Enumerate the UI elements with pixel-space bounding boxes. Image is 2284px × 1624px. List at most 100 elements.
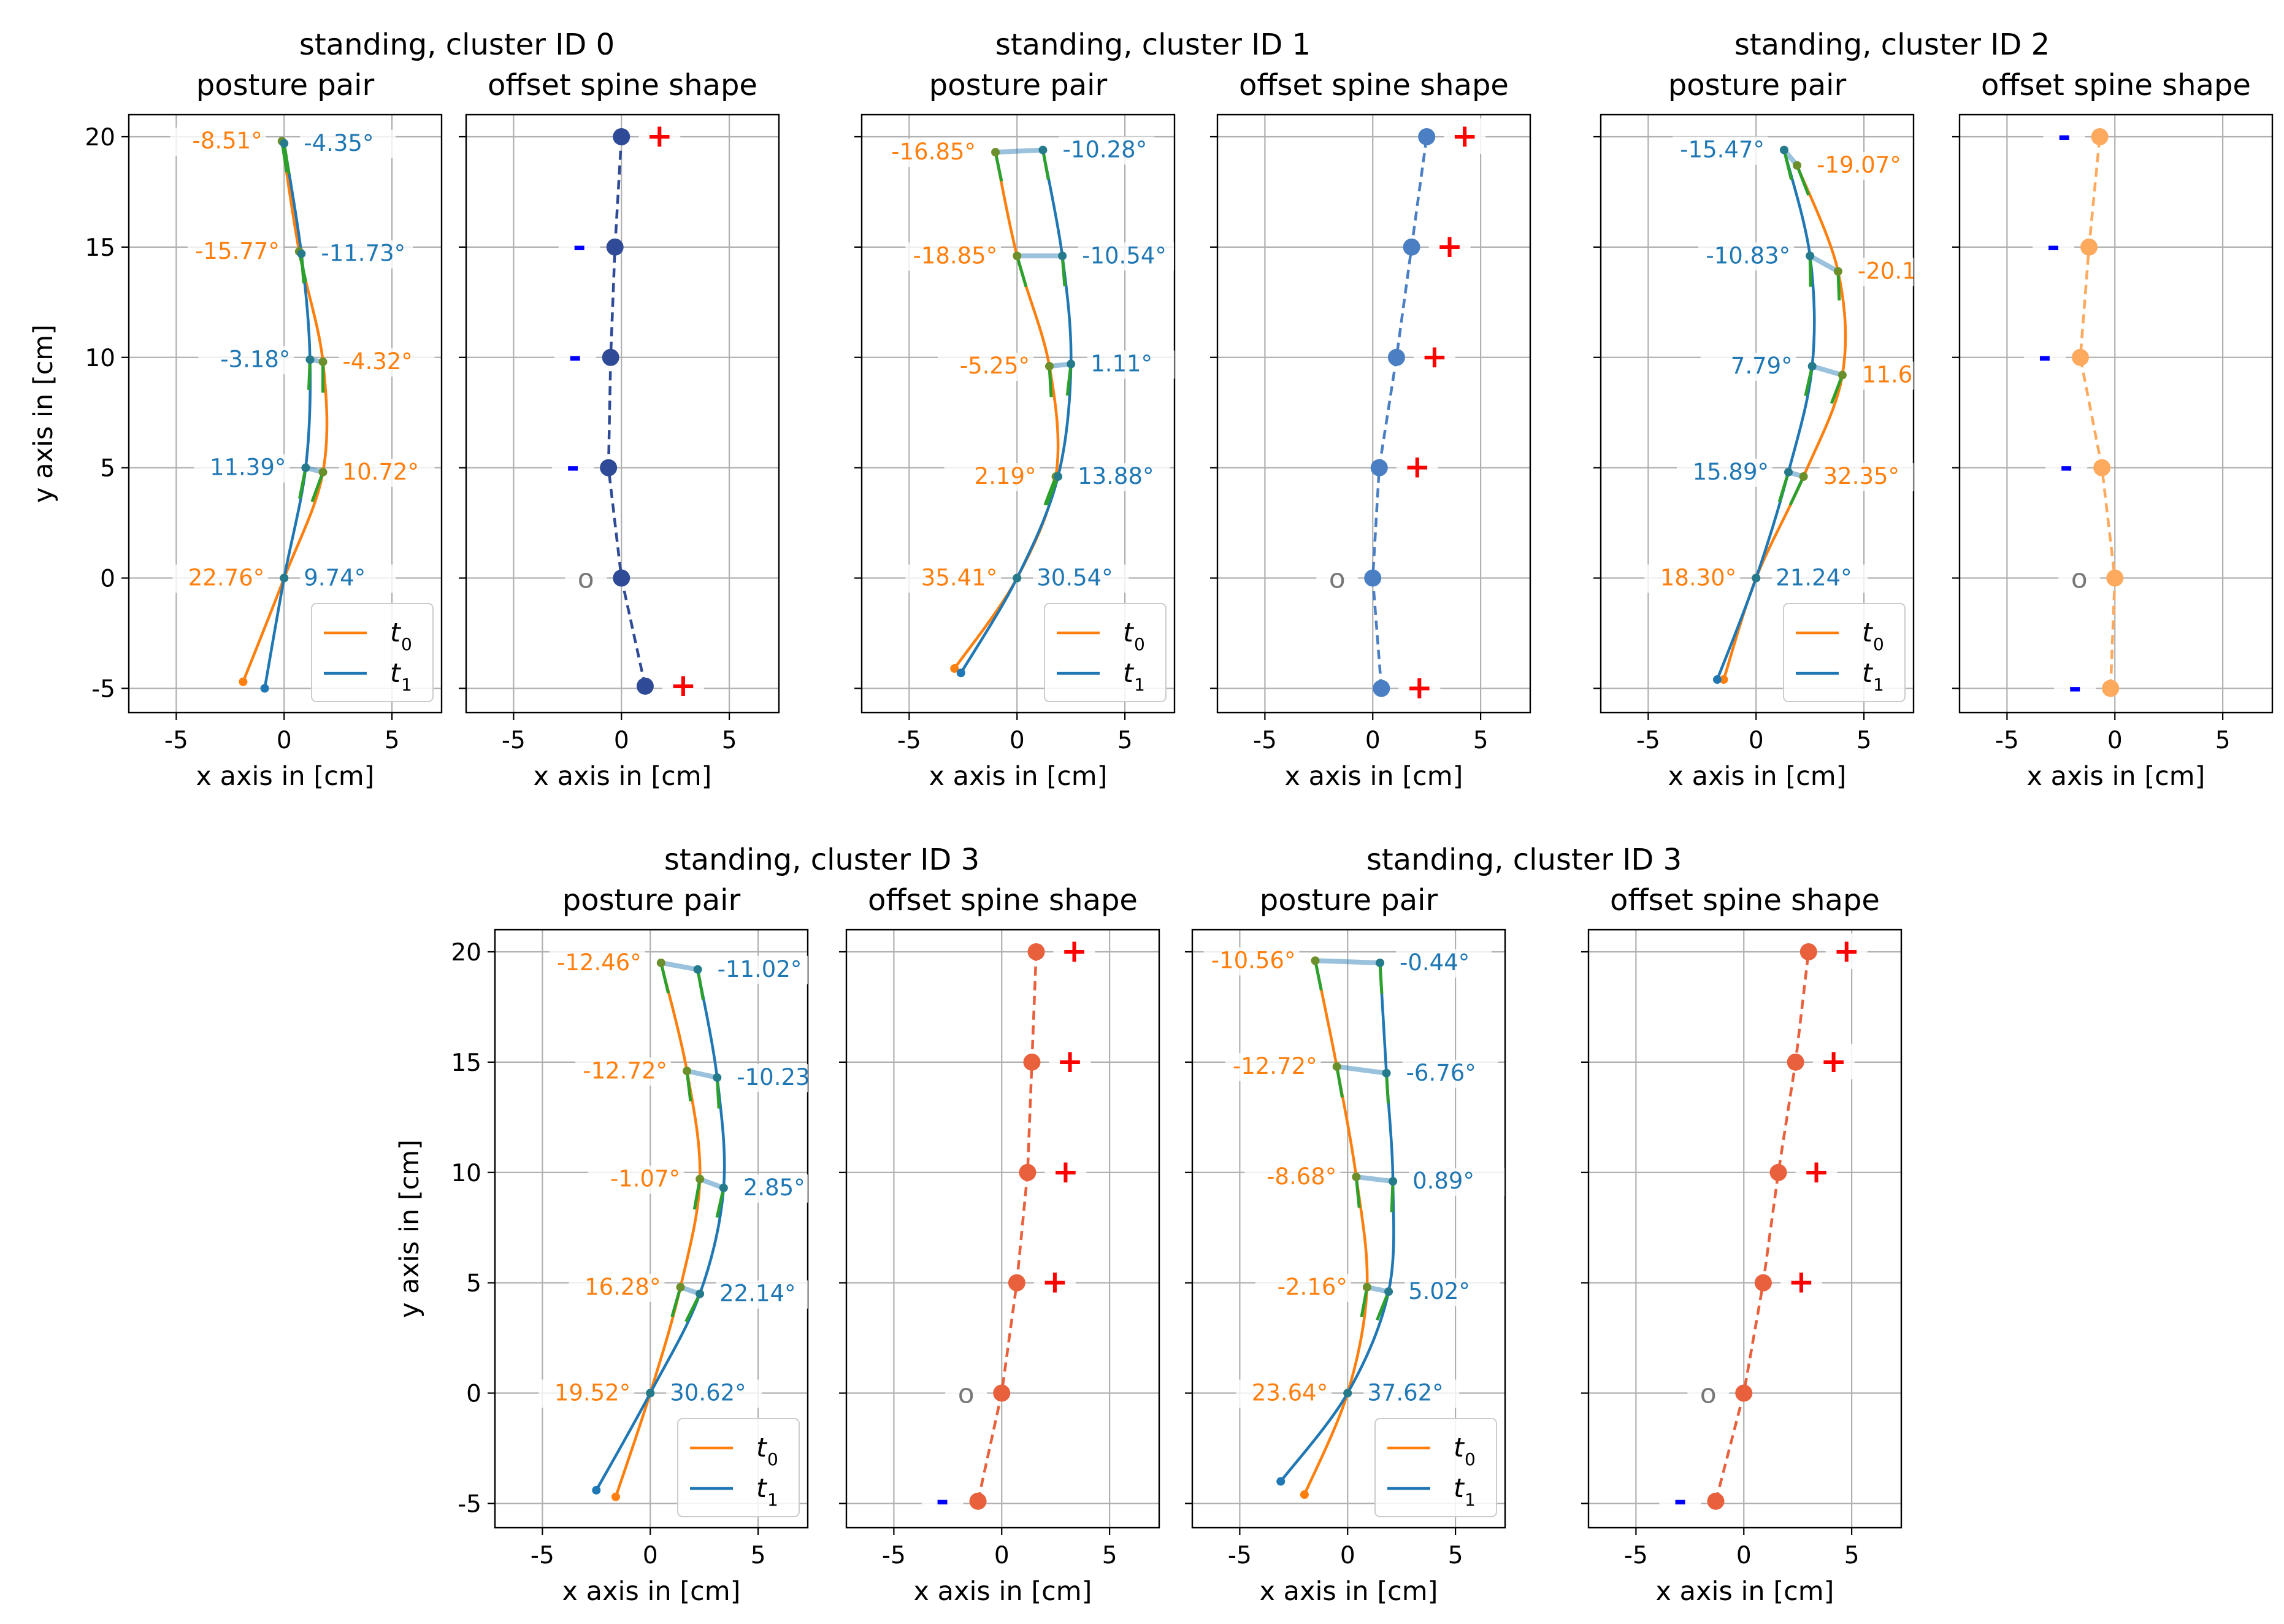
sign-label-box [1444, 118, 1486, 154]
sign-label-box [565, 559, 607, 596]
t0-angle-label: 2.19° [975, 463, 1037, 489]
angle-label-box [1409, 1168, 1505, 1197]
angle-label-box [339, 458, 435, 487]
t1-point [696, 1289, 705, 1298]
y-tick-label: 10 [85, 345, 115, 372]
sign-label-box [2054, 670, 2096, 706]
x-tick-label: 5 [722, 727, 737, 754]
t1-angle-label: 15.89° [1693, 459, 1769, 485]
offset-spine-point [636, 677, 654, 695]
t0-point [1013, 251, 1022, 261]
t0-angle-label: 10.72° [343, 459, 419, 485]
sign-label-box [1044, 1154, 1087, 1190]
legend: t 0t 1 [311, 603, 434, 702]
t0-point [696, 1174, 705, 1184]
t1-point [1384, 1287, 1393, 1297]
legend-t1-subscript: 1 [401, 675, 412, 695]
posture-pair-axes-1: -5 0 5 x axis in [cm] 35.41° 30.54° 2.19° 13.88… [854, 113, 1176, 792]
cluster-title: standing, cluster ID 3 [664, 843, 979, 877]
t1-point [1376, 958, 1384, 967]
sign-label-box [1316, 559, 1359, 596]
segment-highlight [1043, 476, 1057, 506]
legend-t0-label: t [390, 618, 402, 648]
t1-angle-label: 30.62° [670, 1380, 746, 1406]
offset-spine-point [1769, 1163, 1787, 1181]
angle-label-box [1819, 463, 1914, 492]
axes-frame [1958, 113, 2274, 714]
y-tick-label: 10 [451, 1160, 481, 1187]
legend-t1-label: t [1862, 658, 1874, 689]
sign-label-box [1812, 1043, 1855, 1079]
offset-spine-line [1714, 951, 1810, 1502]
offset-spine-point [1403, 238, 1420, 256]
x-axis-label: x axis in [cm] [914, 1576, 1092, 1607]
offset-sign-label: o [2071, 564, 2088, 595]
t1-point [693, 965, 702, 974]
segment-highlight [1314, 960, 1323, 991]
segment-highlight [1354, 1176, 1361, 1208]
t0-angle-label: 32.35° [1823, 463, 1899, 489]
x-tick-label: -5 [164, 727, 188, 754]
legend-t0-subscript: 0 [1134, 634, 1145, 654]
t0-angle-label: 11.61° [1862, 362, 1938, 388]
angle-label-box [716, 1280, 808, 1309]
sign-label-box [1033, 1264, 1076, 1300]
t1-spine-line [263, 143, 312, 689]
x-tick-label: -5 [1228, 1542, 1252, 1569]
offset-sign-label: - [2038, 339, 2052, 375]
segment-highlight [1045, 476, 1060, 506]
legend-t1-subscript: 1 [767, 1490, 778, 1510]
offset-spine-point [1023, 1053, 1041, 1071]
offset-sign-label: - [936, 1482, 949, 1519]
posture-pair-title: posture pair [929, 68, 1108, 102]
t0-point [1311, 956, 1320, 965]
angle-label-box [172, 564, 269, 593]
y-tick-label: 15 [451, 1049, 481, 1077]
offset-sign-label: + [1052, 1154, 1079, 1190]
axes-frame [845, 929, 1160, 1529]
offset-spine-point [2091, 128, 2109, 145]
offset-sign-label: + [1057, 1043, 1084, 1080]
posture-pair-axes-4: -5 0 5 x axis in [cm] 23.64° 37.62° -2.16° 5.02… [1185, 929, 1506, 1607]
t1-angle-label: -11.02° [718, 956, 802, 982]
x-tick-label: 5 [751, 1542, 766, 1569]
sign-label-box [1659, 1482, 1701, 1519]
segment-highlight [1041, 150, 1050, 180]
sign-label-box [1396, 449, 1438, 485]
offset-spine-point [1019, 1163, 1037, 1181]
t0-angle-label: -12.46° [557, 949, 642, 976]
offset-spine-point [1370, 459, 1388, 477]
x-axis-label: x axis in [cm] [1668, 761, 1847, 792]
t1-angle-label: 5.02° [1408, 1278, 1470, 1304]
x-tick-label: 5 [1844, 1542, 1860, 1569]
segment-highlight [1376, 1291, 1390, 1321]
t1-point [1276, 1477, 1286, 1486]
offset-sign-label: o [1700, 1379, 1717, 1410]
offset-spine-point [613, 569, 630, 587]
legend-t1-label: t [756, 1473, 768, 1504]
t0-angle-label: -8.51° [192, 128, 262, 154]
t0-point [1719, 675, 1728, 684]
angle-label-box [938, 353, 1033, 381]
t0-point [318, 357, 328, 366]
legend-t1-label: t [390, 658, 402, 689]
axes-frame [1216, 113, 1531, 714]
angle-label-box [1700, 353, 1796, 381]
t0-angle-label: -15.77° [195, 238, 280, 264]
offset-spine-point [606, 238, 624, 256]
posture-plot-area: 22.76° 9.74° 10.72° 11.39° -4.32° -3.18° -15.7… [170, 128, 435, 693]
posture-pair-title: posture pair [1668, 68, 1847, 102]
t1-point [280, 573, 289, 583]
t1-point [1013, 573, 1022, 583]
t0-angle-label: -18.85° [913, 242, 997, 269]
offset-spine-point [2080, 238, 2098, 256]
posture-pair-axes-2: -5 0 5 x axis in [cm] 18.30° 21.24° 32.35° 15.8… [1593, 113, 1938, 792]
t1-point [1389, 1177, 1398, 1186]
offset-spine-axes-1: -5 0 5 x axis in [cm] + o + + + + [1210, 113, 1531, 792]
t1-point [1712, 675, 1722, 684]
x-tick-label: 0 [994, 1542, 1010, 1569]
angle-label-box [575, 1057, 672, 1086]
vertebra-offset-connector [1809, 253, 1839, 274]
